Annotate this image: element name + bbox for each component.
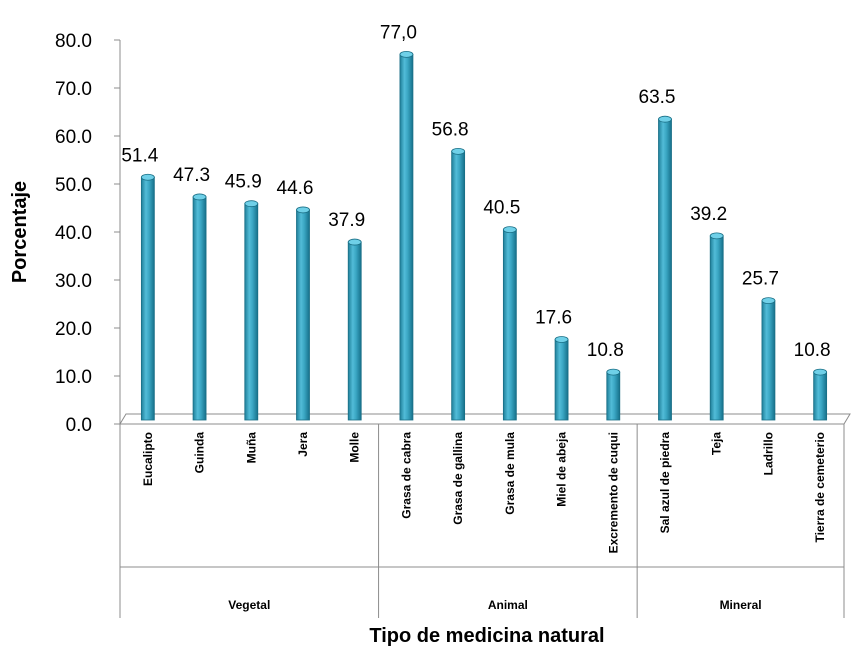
y-tick-label: 60.0 [55, 127, 92, 148]
y-tick-label: 10.0 [55, 367, 92, 388]
bar [244, 203, 259, 421]
bar-cap [502, 226, 517, 234]
bar-cap [347, 238, 362, 246]
bar-cap [451, 147, 466, 155]
bar [606, 371, 621, 421]
bar [502, 229, 517, 421]
category-label: Grasa de cabra [399, 432, 413, 519]
data-label: 17.6 [535, 308, 572, 329]
group-label-2: Mineral [720, 598, 762, 612]
axes: 0.0 10.0 20.0 30.0 40.0 50.0 60.0 70.0 80.0 [55, 31, 851, 618]
group-label-1: Animal [488, 598, 528, 612]
y-tick-label: 80.0 [55, 31, 92, 52]
bar-cap [761, 297, 776, 305]
data-label: 47.3 [173, 165, 210, 186]
y-tick-label: 30.0 [55, 271, 92, 292]
data-label: 44.6 [277, 178, 314, 199]
data-label: 51.4 [121, 145, 158, 166]
labels: Vegetal Animal Mineral 51.4 Eucalipto 47.3 Gui… [121, 22, 830, 612]
category-label: Tierra de cemeterio [813, 432, 827, 543]
bar-cap [658, 115, 672, 123]
data-label: 40.5 [483, 198, 520, 219]
bar-cap [244, 200, 259, 208]
category-label: Eucalipto [141, 432, 155, 486]
data-label: 56.8 [432, 119, 469, 140]
category-label: Molle [348, 432, 362, 463]
data-label: 77,0 [380, 22, 417, 43]
bar-cap [813, 368, 828, 376]
data-label: 63.5 [639, 87, 676, 108]
category-label: Muña [244, 432, 258, 464]
data-label: 10.8 [794, 340, 831, 361]
chart-floor [119, 413, 851, 425]
category-label: Excremento de cuqui [606, 432, 620, 553]
bar-cap [554, 336, 569, 343]
category-label: Guinda [193, 432, 207, 474]
bar-cap [192, 193, 207, 201]
data-label: 25.7 [742, 269, 779, 290]
category-label: Ladrillo [761, 432, 775, 475]
bar [761, 300, 776, 421]
y-axis-title: Porcentaje [9, 181, 31, 283]
data-label: 37.9 [328, 210, 365, 231]
bar [296, 209, 310, 421]
data-label: 10.8 [587, 340, 624, 361]
bar [554, 339, 569, 421]
bar-cap [606, 368, 621, 376]
bar-cap [140, 173, 155, 181]
bar [347, 241, 362, 421]
y-tick-label: 20.0 [55, 319, 92, 340]
data-label: 45.9 [225, 172, 262, 193]
category-label: Grasa de gallina [451, 432, 465, 525]
data-label: 39.2 [690, 204, 727, 225]
category-label: Teja [710, 432, 724, 455]
category-label: Miel de abeja [555, 432, 569, 507]
category-label: Jera [296, 432, 310, 457]
y-tick-label: 50.0 [55, 175, 92, 196]
bar [658, 118, 672, 421]
bar [709, 235, 724, 421]
category-label: Sal azul de piedra [658, 432, 672, 534]
y-tick-label: 40.0 [55, 223, 92, 244]
y-tick-label: 70.0 [55, 79, 92, 100]
bar-cap [709, 232, 724, 240]
bar [451, 150, 466, 421]
category-label: Grasa de mula [503, 432, 517, 515]
y-tick-label: 0.0 [66, 415, 92, 436]
bar [399, 54, 414, 421]
group-label-0: Vegetal [228, 598, 270, 612]
bar [140, 176, 155, 421]
bars [140, 51, 828, 421]
bar [813, 371, 828, 421]
x-axis-title: Tipo de medicina natural [369, 625, 604, 647]
bar-cap [296, 206, 310, 214]
bar-cap [399, 51, 414, 58]
bar [192, 196, 207, 421]
